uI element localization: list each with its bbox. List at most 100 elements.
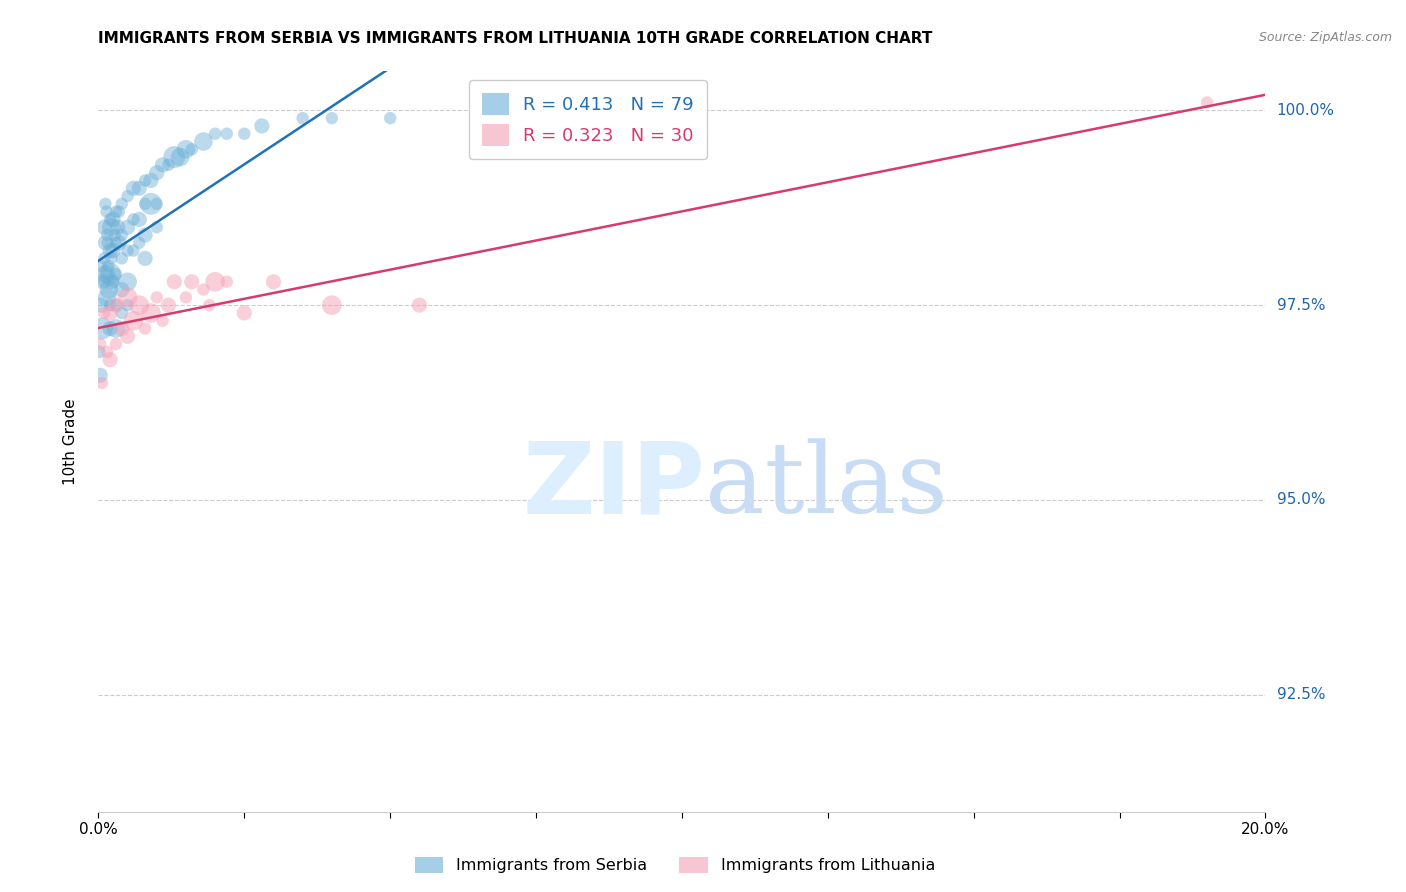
Point (89, 337, 111, 351)
Point (89, 345, 111, 359)
Point (321, 111, 343, 125)
Point (193, 135, 215, 149)
Point (98, 306, 121, 320)
Point (146, 220, 169, 235)
Point (117, 329, 139, 343)
Point (98, 244, 121, 258)
Point (91, 275, 114, 289)
Point (93, 220, 115, 235)
Point (250, 119, 273, 133)
Point (122, 314, 145, 328)
Point (94, 197, 117, 211)
Legend: R = 0.413   N = 79, R = 0.323   N = 30: R = 0.413 N = 79, R = 0.323 N = 30 (470, 80, 707, 159)
Point (98, 321, 121, 335)
Point (117, 275, 139, 289)
Point (100, 252, 122, 266)
Point (96, 290, 118, 304)
Point (117, 298, 139, 312)
Point (104, 298, 127, 312)
Point (100, 220, 122, 235)
Text: 92.5%: 92.5% (1277, 688, 1324, 702)
Point (146, 166, 169, 180)
Point (108, 235, 131, 250)
Point (104, 267, 127, 281)
Point (90, 298, 112, 312)
Point (157, 158, 180, 172)
Point (233, 127, 256, 141)
Point (157, 298, 180, 312)
Point (90, 321, 112, 335)
Point (128, 181, 150, 195)
Point (93, 306, 115, 320)
Text: Source: ZipAtlas.com: Source: ZipAtlas.com (1258, 31, 1392, 45)
Point (152, 314, 174, 328)
Point (134, 197, 156, 211)
Point (96, 345, 118, 359)
Point (101, 212, 124, 227)
Point (378, 111, 402, 125)
Point (96, 227, 118, 242)
Point (169, 150, 191, 164)
Point (111, 197, 134, 211)
Point (89, 368, 111, 383)
Text: IMMIGRANTS FROM SERBIA VS IMMIGRANTS FROM LITHUANIA 10TH GRADE CORRELATION CHART: IMMIGRANTS FROM SERBIA VS IMMIGRANTS FRO… (98, 31, 932, 46)
Point (117, 290, 139, 304)
Point (104, 321, 127, 335)
Point (111, 321, 134, 335)
Text: 97.5%: 97.5% (1277, 298, 1324, 313)
Point (117, 220, 139, 235)
Point (128, 235, 150, 250)
Point (174, 290, 197, 304)
Point (96, 204, 118, 219)
Point (180, 275, 202, 289)
Point (101, 275, 124, 289)
Point (104, 204, 127, 219)
Text: 95.0%: 95.0% (1277, 492, 1324, 508)
Point (101, 275, 124, 289)
Point (215, 127, 238, 141)
Point (97, 235, 120, 250)
Point (163, 275, 186, 289)
Point (108, 204, 131, 219)
Point (291, 111, 314, 125)
Point (193, 283, 215, 297)
Point (134, 321, 156, 335)
Point (122, 244, 145, 258)
Point (96, 267, 118, 281)
Point (152, 158, 174, 172)
Text: 100.0%: 100.0% (1277, 103, 1334, 118)
Point (146, 197, 169, 211)
Point (204, 275, 226, 289)
Point (98, 212, 121, 227)
Point (139, 197, 162, 211)
Point (111, 283, 134, 297)
Point (104, 337, 127, 351)
Point (98, 298, 121, 312)
Point (139, 306, 162, 320)
Point (467, 111, 489, 125)
Point (233, 306, 256, 320)
Point (117, 244, 139, 258)
Point (104, 227, 127, 242)
Point (93, 252, 115, 266)
Point (97, 283, 120, 297)
Point (94, 267, 117, 281)
Point (111, 306, 134, 320)
Text: ZIP: ZIP (523, 437, 706, 534)
Point (111, 252, 134, 266)
Point (104, 235, 127, 250)
Point (321, 298, 343, 312)
Point (134, 227, 156, 242)
Point (122, 181, 145, 195)
Point (174, 142, 197, 156)
Point (215, 275, 238, 289)
Point (98, 352, 121, 367)
Point (408, 298, 430, 312)
Point (198, 298, 221, 312)
Point (98, 267, 121, 281)
Point (262, 275, 284, 289)
Point (163, 150, 186, 164)
Point (107, 220, 129, 235)
Point (204, 127, 226, 141)
Point (90, 259, 112, 273)
